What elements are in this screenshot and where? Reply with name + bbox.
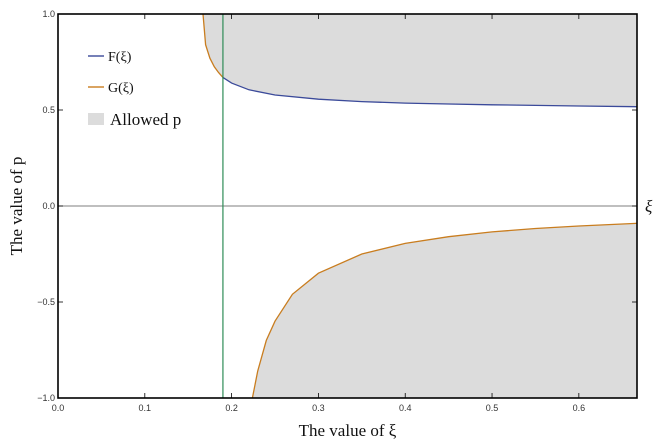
y-tick-label: 0.5 [42, 105, 55, 115]
allowed-region-layer [202, 14, 637, 398]
y-tick-label: 1.0 [42, 9, 55, 19]
series-f-line [222, 76, 638, 108]
x-tick-label: 0.6 [573, 403, 586, 413]
x-tick-label: 0.5 [486, 403, 499, 413]
legend-swatch-allowed [88, 113, 104, 125]
allowed-region-lower [252, 223, 637, 398]
series-g-line-branch-2 [251, 222, 638, 399]
legend: F(ξ) G(ξ) Allowed p [88, 50, 181, 129]
curve-layer [202, 13, 638, 399]
legend-label-allowed: Allowed p [110, 110, 181, 129]
y-tick-label: −1.0 [37, 393, 55, 403]
zero-axis-xi-label: ξ [645, 197, 653, 216]
y-tick-label: 0.0 [42, 201, 55, 211]
y-tick-label: −0.5 [37, 297, 55, 307]
x-tick-label: 0.4 [399, 403, 412, 413]
x-tick-label: 0.2 [225, 403, 238, 413]
legend-label-g: G(ξ) [108, 81, 134, 96]
x-tick-label: 0.1 [139, 403, 152, 413]
tick-layer: 0.0 0.1 0.2 0.3 0.4 0.5 0.6 −1.0 −0.5 0.0 0.5 1.0 [37, 9, 637, 413]
x-tick-label: 0.3 [312, 403, 325, 413]
x-tick-label: 0.0 [52, 403, 65, 413]
allowed-region-upper [202, 14, 637, 107]
x-axis-title: The value of ξ [299, 421, 397, 440]
y-axis-title: The value of p [7, 157, 26, 256]
series-g-line-branch-1 [202, 13, 224, 78]
legend-label-f: F(ξ) [108, 50, 132, 65]
